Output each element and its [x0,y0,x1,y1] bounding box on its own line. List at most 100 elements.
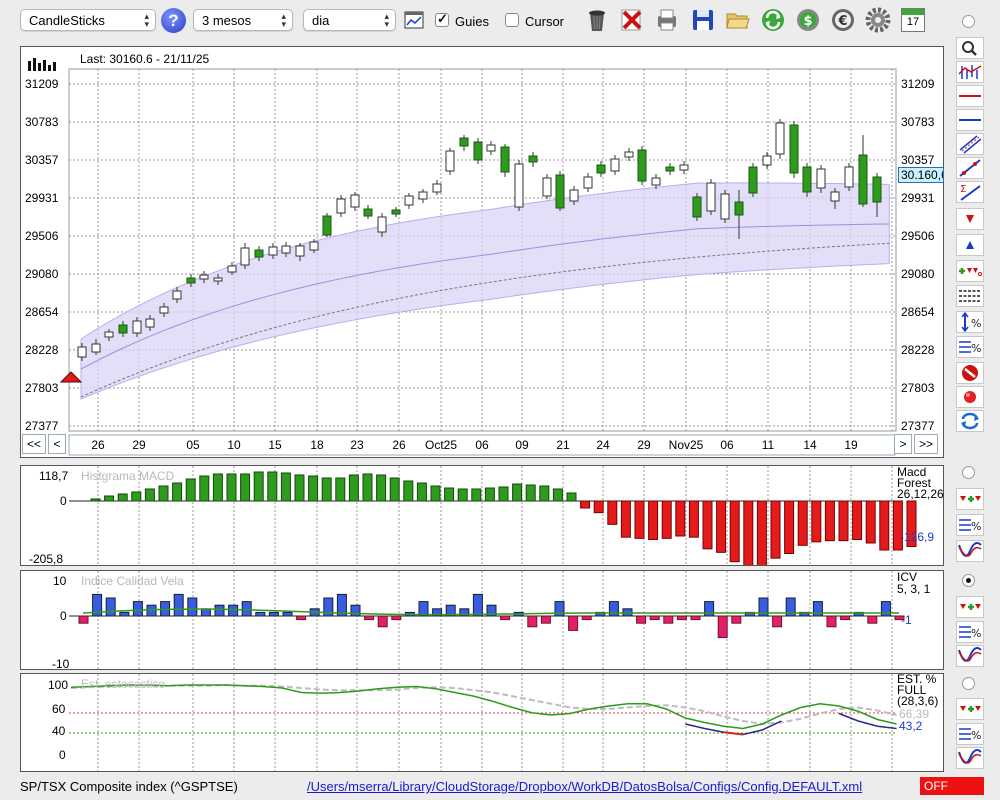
stoch-y-100: 100 [48,678,69,692]
record-button[interactable] [956,386,984,408]
icv-bar [296,615,307,621]
radio-stochastic[interactable] [962,677,975,690]
macd-bar [688,500,699,538]
macd-bar [566,492,577,502]
nav-prev-button[interactable]: < [48,434,66,454]
stoch-y-0: 0 [59,748,66,762]
macd-bar [389,477,400,502]
price-chart-panel[interactable]: 31209 31209 30783 30783 30357 30357 29931 29931… [20,46,944,458]
icv-signal-line [82,608,899,616]
period-select[interactable]: 3 mesos ▴ ▾ [193,9,293,31]
icv-legend: ICV 5, 3, 1 [897,571,930,595]
icv-bar [432,608,443,617]
icv-signals-button[interactable] [956,596,984,618]
x-axis-label: Nov25 [669,438,704,452]
stochastic-panel[interactable]: Est. estocastico 100 60 40 0 EST. % FULL… [20,673,944,772]
candle-body [624,151,634,158]
icv-bar [105,597,116,617]
stoch-levels-button[interactable]: % [956,723,984,745]
candle-body [692,196,702,218]
x-axis-label: 18 [310,438,324,452]
guides-checkbox[interactable] [435,11,449,27]
open-folder-icon[interactable] [725,7,751,33]
macd-bar [892,500,903,551]
icv-bar [527,615,538,628]
delete-chart-icon[interactable] [619,7,645,33]
swap-button[interactable] [956,410,984,432]
macd-levels-button[interactable]: % [956,514,984,536]
signals-icon [960,496,981,502]
arrow-down-button[interactable] [956,208,984,230]
arrow-up-button[interactable] [956,234,984,256]
calendar-day: 17 [906,16,920,28]
radio-macd[interactable] [962,466,975,479]
off-status-badge[interactable]: OFF [920,777,984,795]
signals-button[interactable] [956,260,984,282]
icv-legend-name: ICV [897,570,918,584]
nav-next-button[interactable]: > [894,434,912,454]
chart-type-select[interactable]: CandleSticks ▴ ▾ [20,9,156,31]
x-axis-label: 26 [91,438,105,452]
radio-icv[interactable] [962,574,975,587]
bars-icon[interactable] [27,55,57,71]
config-path-link[interactable]: /Users/mserra/Library/CloudStorage/Dropb… [307,779,863,794]
refresh-icon[interactable] [760,7,786,33]
icv-bar [282,611,293,617]
bollinger-band [80,182,890,400]
gear-icon[interactable] [865,7,891,33]
candle-body [486,144,496,152]
candle-body [240,247,250,266]
candle-body [473,141,483,161]
macd-signals-button[interactable] [956,488,984,510]
zoom-button[interactable] [956,37,984,59]
stoch-signals-button[interactable] [956,698,984,720]
icv-bar [486,604,497,617]
macd-bar [212,473,223,502]
channel-button[interactable] [956,133,984,155]
candle-body [748,166,758,194]
sum-trend-button[interactable]: Σ [956,181,984,203]
dollar-refresh-icon[interactable]: $ [795,7,821,33]
horizontal-line-red-button[interactable] [956,85,984,107]
icv-value: -1 [901,613,912,627]
calendar-icon[interactable]: 17 [901,8,925,32]
candle-body [555,174,565,209]
macd-panel[interactable]: Histgrama MACD 118,7 0 -205,8 Macd Fores… [20,465,944,566]
macd-curve-button[interactable] [956,540,984,562]
macd-bar [172,482,183,502]
cursor-checkbox[interactable] [505,13,519,27]
help-icon[interactable]: ? [161,8,186,33]
levels-button[interactable] [956,285,984,307]
stop-button[interactable] [956,362,984,384]
radio-main-chart[interactable] [962,15,975,28]
macd-bar [471,488,482,502]
interval-select[interactable]: dia ▴ ▾ [303,9,396,31]
trendline-button[interactable] [956,157,984,179]
candle-body [213,277,223,282]
print-icon[interactable] [654,7,680,33]
icv-levels-button[interactable]: % [956,621,984,643]
band-mid-line [80,223,890,370]
percent-range-button[interactable]: % [956,311,984,333]
save-icon[interactable] [690,7,716,33]
chart-window-icon[interactable] [404,11,424,29]
euro-icon[interactable]: € [830,7,856,33]
macd-bar [253,471,264,502]
macd-bar [552,488,563,502]
candle-body [132,320,142,334]
candle-body [118,324,128,334]
candle-body [254,249,264,258]
bar-chart-button[interactable] [956,61,984,83]
nav-last-button[interactable]: >> [914,434,938,454]
icv-bar [350,604,361,617]
trash-icon[interactable] [584,7,610,33]
candle-body [789,124,799,174]
nav-first-button[interactable]: << [22,434,46,454]
percent-levels-button[interactable]: % [956,336,984,358]
icv-panel[interactable]: Indice Calidad Vela 10 0 -10 ICV 5, 3, 1… [20,570,944,671]
horizontal-line-blue-button[interactable] [956,109,984,131]
blue-arrow-up-icon [966,241,974,249]
stoch-curve-button[interactable] [956,747,984,769]
icv-curve-button[interactable] [956,645,984,667]
candle-body [145,318,155,328]
